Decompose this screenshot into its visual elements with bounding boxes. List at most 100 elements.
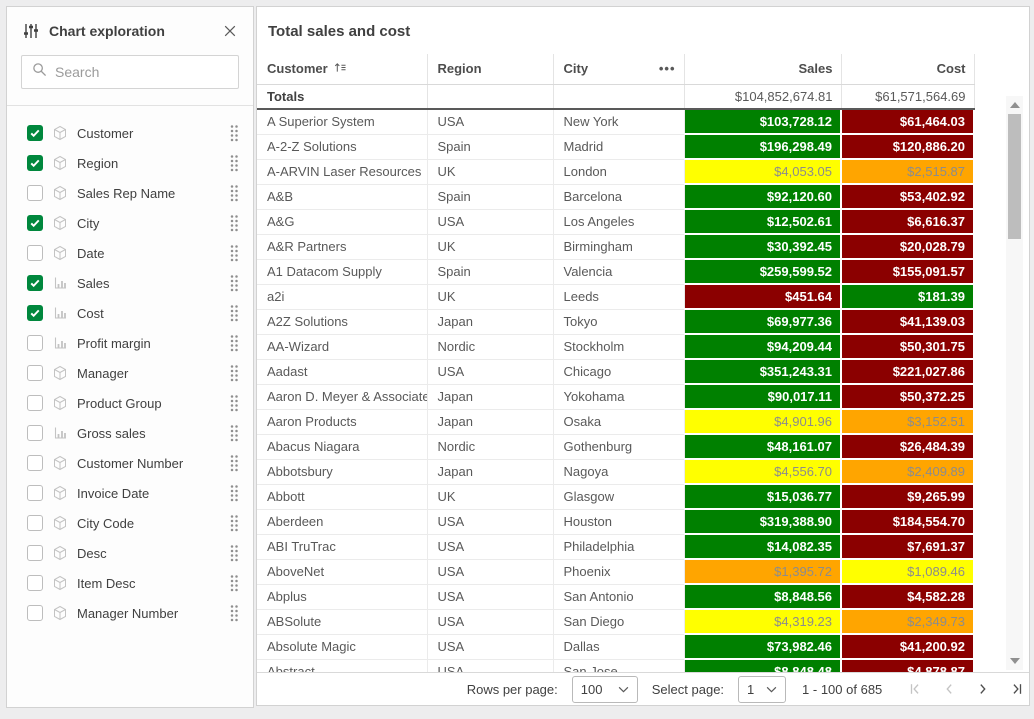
- customer-cell[interactable]: Abbotsbury: [257, 459, 428, 485]
- field-checkbox[interactable]: [27, 125, 43, 141]
- last-page-button[interactable]: [1010, 682, 1024, 696]
- column-header-customer[interactable]: Customer: [257, 54, 428, 85]
- field-item[interactable]: Product Group: [7, 388, 253, 418]
- drag-handle-icon[interactable]: [229, 124, 241, 142]
- drag-handle-icon[interactable]: [229, 604, 241, 622]
- city-cell[interactable]: Phoenix: [553, 559, 685, 585]
- field-checkbox[interactable]: [27, 545, 43, 561]
- city-cell[interactable]: Philadelphia: [553, 534, 685, 560]
- city-cell[interactable]: Yokohama: [553, 384, 685, 410]
- field-item[interactable]: Region: [7, 148, 253, 178]
- region-cell[interactable]: USA: [427, 559, 554, 585]
- city-cell[interactable]: Tokyo: [553, 309, 685, 335]
- city-cell[interactable]: Osaka: [553, 409, 685, 435]
- city-cell[interactable]: Los Angeles: [553, 209, 685, 235]
- column-menu-icon[interactable]: •••: [658, 61, 676, 77]
- city-cell[interactable]: Chicago: [553, 359, 685, 385]
- city-cell[interactable]: New York: [553, 109, 685, 135]
- field-checkbox[interactable]: [27, 605, 43, 621]
- drag-handle-icon[interactable]: [229, 454, 241, 472]
- field-item[interactable]: Manager: [7, 358, 253, 388]
- drag-handle-icon[interactable]: [229, 304, 241, 322]
- scroll-up-icon[interactable]: [1006, 98, 1023, 112]
- region-cell[interactable]: USA: [427, 634, 554, 660]
- field-item[interactable]: Invoice Date: [7, 478, 253, 508]
- drag-handle-icon[interactable]: [229, 184, 241, 202]
- customer-cell[interactable]: A&G: [257, 209, 428, 235]
- field-checkbox[interactable]: [27, 395, 43, 411]
- field-item[interactable]: Date: [7, 238, 253, 268]
- customer-cell[interactable]: A-ARVIN Laser Resources: [257, 159, 428, 185]
- customer-cell[interactable]: A2Z Solutions: [257, 309, 428, 335]
- city-cell[interactable]: Houston: [553, 509, 685, 535]
- field-checkbox[interactable]: [27, 455, 43, 471]
- customer-cell[interactable]: A1 Datacom Supply: [257, 259, 428, 285]
- field-checkbox[interactable]: [27, 335, 43, 351]
- field-item[interactable]: Cost: [7, 298, 253, 328]
- close-icon[interactable]: [223, 24, 237, 38]
- city-cell[interactable]: Barcelona: [553, 184, 685, 210]
- drag-handle-icon[interactable]: [229, 364, 241, 382]
- previous-page-button[interactable]: [942, 682, 956, 696]
- customer-cell[interactable]: AboveNet: [257, 559, 428, 585]
- column-header-sales[interactable]: Sales: [684, 54, 842, 85]
- city-cell[interactable]: Glasgow: [553, 484, 685, 510]
- region-cell[interactable]: UK: [427, 234, 554, 260]
- drag-handle-icon[interactable]: [229, 274, 241, 292]
- customer-cell[interactable]: A-2-Z Solutions: [257, 134, 428, 160]
- drag-handle-icon[interactable]: [229, 514, 241, 532]
- region-cell[interactable]: USA: [427, 109, 554, 135]
- region-cell[interactable]: Japan: [427, 459, 554, 485]
- search-box[interactable]: [21, 55, 239, 89]
- city-cell[interactable]: London: [553, 159, 685, 185]
- drag-handle-icon[interactable]: [229, 154, 241, 172]
- region-cell[interactable]: USA: [427, 534, 554, 560]
- customer-cell[interactable]: Abplus: [257, 584, 428, 610]
- drag-handle-icon[interactable]: [229, 394, 241, 412]
- field-item[interactable]: Gross sales: [7, 418, 253, 448]
- region-cell[interactable]: UK: [427, 284, 554, 310]
- column-header-cost[interactable]: Cost: [841, 54, 975, 85]
- select-page-select[interactable]: 1: [738, 675, 787, 703]
- field-checkbox[interactable]: [27, 155, 43, 171]
- city-cell[interactable]: San Antonio: [553, 584, 685, 610]
- city-cell[interactable]: Leeds: [553, 284, 685, 310]
- customer-cell[interactable]: Aberdeen: [257, 509, 428, 535]
- region-cell[interactable]: Nordic: [427, 434, 554, 460]
- drag-handle-icon[interactable]: [229, 574, 241, 592]
- region-cell[interactable]: Spain: [427, 184, 554, 210]
- customer-cell[interactable]: Aadast: [257, 359, 428, 385]
- region-cell[interactable]: USA: [427, 209, 554, 235]
- field-checkbox[interactable]: [27, 365, 43, 381]
- field-item[interactable]: Manager Number: [7, 598, 253, 628]
- drag-handle-icon[interactable]: [229, 244, 241, 262]
- customer-cell[interactable]: Abacus Niagara: [257, 434, 428, 460]
- field-item[interactable]: City Code: [7, 508, 253, 538]
- city-cell[interactable]: Valencia: [553, 259, 685, 285]
- field-item[interactable]: Item Desc: [7, 568, 253, 598]
- customer-cell[interactable]: Abbott: [257, 484, 428, 510]
- region-cell[interactable]: Japan: [427, 309, 554, 335]
- region-cell[interactable]: UK: [427, 484, 554, 510]
- city-cell[interactable]: Gothenburg: [553, 434, 685, 460]
- field-checkbox[interactable]: [27, 275, 43, 291]
- city-cell[interactable]: Dallas: [553, 634, 685, 660]
- field-item[interactable]: City: [7, 208, 253, 238]
- field-item[interactable]: Customer: [7, 118, 253, 148]
- region-cell[interactable]: USA: [427, 359, 554, 385]
- field-item[interactable]: Profit margin: [7, 328, 253, 358]
- field-checkbox[interactable]: [27, 485, 43, 501]
- search-input[interactable]: [55, 64, 236, 80]
- region-cell[interactable]: USA: [427, 509, 554, 535]
- vertical-scrollbar[interactable]: [1006, 96, 1023, 670]
- city-cell[interactable]: San Diego: [553, 609, 685, 635]
- city-cell[interactable]: San Jose: [553, 659, 685, 672]
- field-checkbox[interactable]: [27, 215, 43, 231]
- customer-cell[interactable]: A Superior System: [257, 109, 428, 135]
- region-cell[interactable]: USA: [427, 659, 554, 672]
- customer-cell[interactable]: AA-Wizard: [257, 334, 428, 360]
- field-item[interactable]: Sales Rep Name: [7, 178, 253, 208]
- customer-cell[interactable]: ABSolute: [257, 609, 428, 635]
- customer-cell[interactable]: Aaron D. Meyer & Associates: [257, 384, 428, 410]
- field-checkbox[interactable]: [27, 305, 43, 321]
